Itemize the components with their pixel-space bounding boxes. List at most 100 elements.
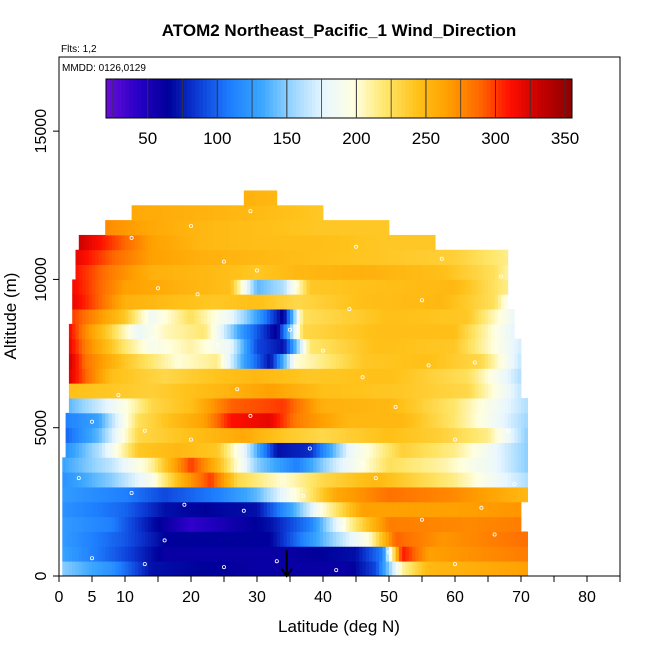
heat-cell-18 — [501, 294, 505, 310]
colorbar-swatch — [416, 79, 422, 118]
heat-cell-5 — [402, 487, 406, 503]
heat-cell-11 — [125, 398, 129, 414]
heat-cell-24 — [194, 205, 198, 221]
heat-cell-4 — [263, 501, 268, 518]
heat-cell-13 — [494, 368, 499, 384]
heat-cell-16 — [118, 323, 123, 340]
heat-cell-12 — [379, 383, 383, 399]
heat-cell-20 — [243, 264, 248, 280]
heat-cell-12 — [154, 383, 159, 399]
heat-cell-16 — [151, 323, 156, 340]
heat-cell-8 — [332, 442, 337, 458]
heat-cell-9 — [154, 427, 159, 443]
heat-cell-0 — [323, 561, 327, 576]
heat-cell-7 — [200, 457, 205, 473]
heat-cell-12 — [382, 383, 387, 399]
heat-cell-14 — [148, 353, 152, 369]
heat-cell-20 — [405, 264, 410, 280]
heat-cell-2 — [184, 531, 189, 547]
colorbar-swatch — [424, 79, 429, 118]
colorbar-swatch — [292, 79, 297, 118]
heat-cell-20 — [283, 264, 288, 280]
heat-cell-5 — [230, 487, 235, 503]
heat-cell-11 — [316, 398, 321, 414]
heat-cell-10 — [121, 412, 126, 429]
heat-cell-5 — [488, 487, 492, 503]
heat-cell-23 — [141, 220, 146, 236]
heat-cell-20 — [280, 264, 284, 280]
heat-cell-20 — [108, 264, 113, 280]
heat-cell-21 — [286, 249, 291, 265]
heat-cell-17 — [75, 309, 80, 325]
heat-cell-3 — [316, 516, 321, 532]
heat-cell-4 — [148, 501, 152, 518]
heat-cell-4 — [164, 501, 169, 518]
heat-cell-14 — [158, 353, 162, 369]
heat-cell-24 — [141, 205, 146, 221]
heat-cell-10 — [488, 412, 492, 429]
heat-cell-1 — [141, 546, 146, 562]
heat-cell-18 — [280, 294, 284, 310]
heat-cell-8 — [151, 442, 156, 458]
colorbar-swatch — [137, 79, 142, 118]
heat-cell-22 — [105, 234, 109, 251]
colorbar-swatch — [552, 79, 557, 118]
heat-cell-4 — [266, 501, 271, 518]
heat-cell-19 — [346, 279, 350, 295]
heat-cell-2 — [408, 531, 413, 547]
heat-cell-14 — [402, 353, 406, 369]
heat-cell-8 — [323, 442, 327, 458]
heat-cell-11 — [481, 398, 486, 414]
heat-cell-1 — [286, 546, 291, 562]
heat-cell-15 — [441, 338, 446, 354]
heat-cell-19 — [504, 279, 509, 295]
heat-cell-17 — [408, 309, 413, 325]
heat-cell-12 — [329, 383, 334, 399]
heat-cell-8 — [326, 442, 330, 458]
heat-cell-23 — [375, 220, 380, 236]
heat-cell-0 — [247, 561, 251, 576]
heat-cell-2 — [468, 531, 472, 547]
colorbar-swatch — [109, 79, 115, 118]
heat-cell-16 — [478, 323, 482, 340]
heat-cell-14 — [92, 353, 96, 369]
heat-cell-7 — [95, 457, 99, 473]
colorbar-swatch — [238, 79, 243, 118]
heat-cell-8 — [260, 442, 264, 458]
heat-cell-12 — [158, 383, 162, 399]
heat-cell-0 — [263, 561, 268, 576]
heat-cell-18 — [220, 294, 225, 310]
heat-cell-20 — [286, 264, 291, 280]
heat-cell-22 — [405, 234, 410, 251]
heat-cell-16 — [412, 323, 416, 340]
heat-cell-8 — [283, 442, 288, 458]
heat-cell-7 — [306, 457, 311, 473]
heat-cell-1 — [65, 546, 70, 562]
heat-cell-12 — [200, 383, 205, 399]
heat-cell-14 — [435, 353, 439, 369]
heat-cell-17 — [484, 309, 489, 325]
heat-cell-19 — [207, 279, 212, 295]
heat-cell-20 — [329, 264, 334, 280]
heat-cell-10 — [471, 412, 476, 429]
heat-cell-25 — [250, 190, 255, 206]
heat-cell-24 — [148, 205, 152, 221]
heat-cell-24 — [197, 205, 202, 221]
heat-cell-2 — [517, 531, 522, 547]
heat-cell-1 — [319, 546, 324, 562]
heat-cell-1 — [101, 546, 106, 562]
heat-cell-20 — [461, 264, 466, 280]
heat-cell-17 — [372, 309, 377, 325]
heat-cell-10 — [181, 412, 185, 429]
heat-cell-14 — [438, 353, 443, 369]
heat-cell-9 — [224, 427, 228, 443]
heat-cell-22 — [200, 234, 205, 251]
heat-cell-9 — [514, 427, 519, 443]
heat-cell-0 — [243, 561, 248, 576]
heat-cell-6 — [458, 472, 462, 488]
heat-cell-9 — [445, 427, 449, 443]
heat-cell-14 — [359, 353, 363, 369]
obs-marker — [274, 559, 279, 564]
heat-cell-22 — [342, 234, 347, 251]
heat-cell-24 — [319, 205, 324, 221]
